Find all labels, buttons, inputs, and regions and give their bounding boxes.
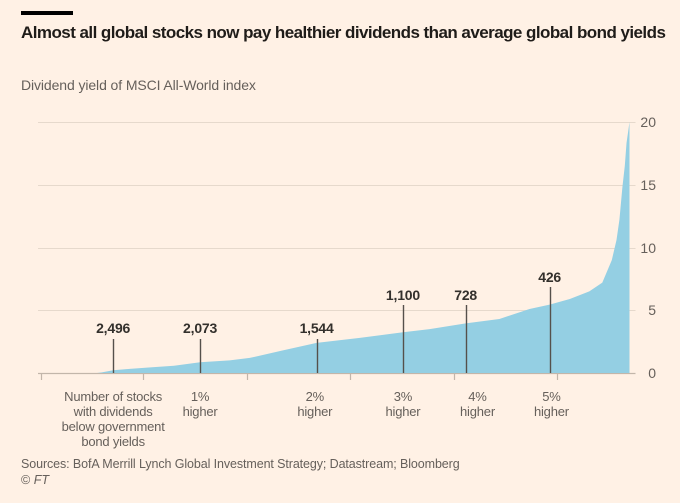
chart-subtitle: Dividend yield of MSCI All-World index xyxy=(21,77,256,93)
sources-text: Sources: BofA Merrill Lynch Global Inves… xyxy=(21,457,460,471)
dividend-yield-area xyxy=(38,122,630,373)
title-accent-bar xyxy=(21,11,73,15)
copyright-symbol: © xyxy=(21,473,31,487)
copyright-text: © FT xyxy=(21,473,49,487)
chart-title: Almost all global stocks now pay healthi… xyxy=(21,23,666,42)
copyright-brand: FT xyxy=(33,473,49,487)
